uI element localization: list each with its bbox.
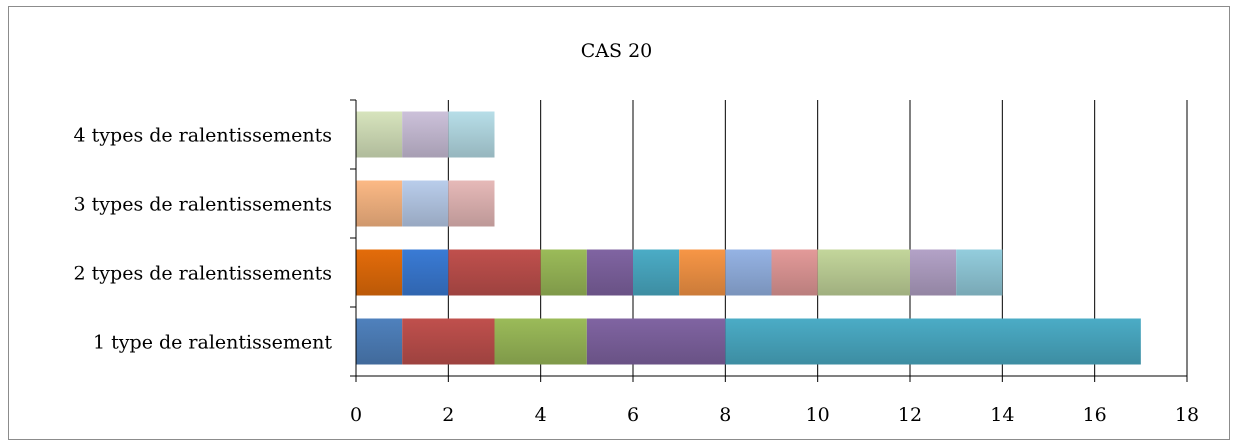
bar-segment xyxy=(356,249,403,296)
bar-segment xyxy=(356,180,403,227)
bar-segment xyxy=(817,249,910,296)
bar-segment xyxy=(725,318,1141,365)
axis-labels: 0 2 4 6 8 10 12 14 16 18 4 types de ralentissement… xyxy=(74,125,1200,427)
x-tick-label: 2 xyxy=(442,404,454,426)
x-tick-label: 14 xyxy=(990,404,1014,426)
bar-segment xyxy=(402,111,449,158)
bar-segments xyxy=(356,111,1141,365)
chart-frame xyxy=(8,6,1230,440)
x-tick-label: 6 xyxy=(627,404,639,426)
x-tick-label: 0 xyxy=(350,404,362,426)
x-tick-label: 8 xyxy=(719,404,731,426)
x-tick-label: 18 xyxy=(1175,404,1199,426)
category-label: 2 types de ralentissements xyxy=(74,263,332,285)
category-label: 3 types de ralentissements xyxy=(74,194,332,216)
bar-segment xyxy=(402,318,495,365)
bar-segment xyxy=(679,249,726,296)
bar-segment xyxy=(402,249,449,296)
x-tick-label: 12 xyxy=(898,404,922,426)
bar-segment xyxy=(448,111,495,158)
x-tick-label: 4 xyxy=(535,404,547,426)
chart-title: CAS 20 xyxy=(580,40,653,62)
bar-segment xyxy=(910,249,957,296)
bar-segment xyxy=(771,249,818,296)
bar-segment xyxy=(356,111,403,158)
axes xyxy=(350,99,1188,382)
bar-segment xyxy=(956,249,1003,296)
category-label: 1 type de ralentissement xyxy=(93,332,332,354)
bar-segment xyxy=(586,249,633,296)
bar-segment xyxy=(356,318,403,365)
category-label: 4 types de ralentissements xyxy=(74,125,332,147)
bar-segment xyxy=(586,318,726,365)
bar-segment xyxy=(448,249,541,296)
x-tick-label: 10 xyxy=(806,404,830,426)
x-tick-label: 16 xyxy=(1083,404,1107,426)
bar-segment xyxy=(448,180,495,227)
bar-segment xyxy=(540,249,587,296)
bar-segment xyxy=(725,249,772,296)
bar-segment xyxy=(494,318,587,365)
bar-segment xyxy=(402,180,449,227)
bar-segment xyxy=(633,249,680,296)
